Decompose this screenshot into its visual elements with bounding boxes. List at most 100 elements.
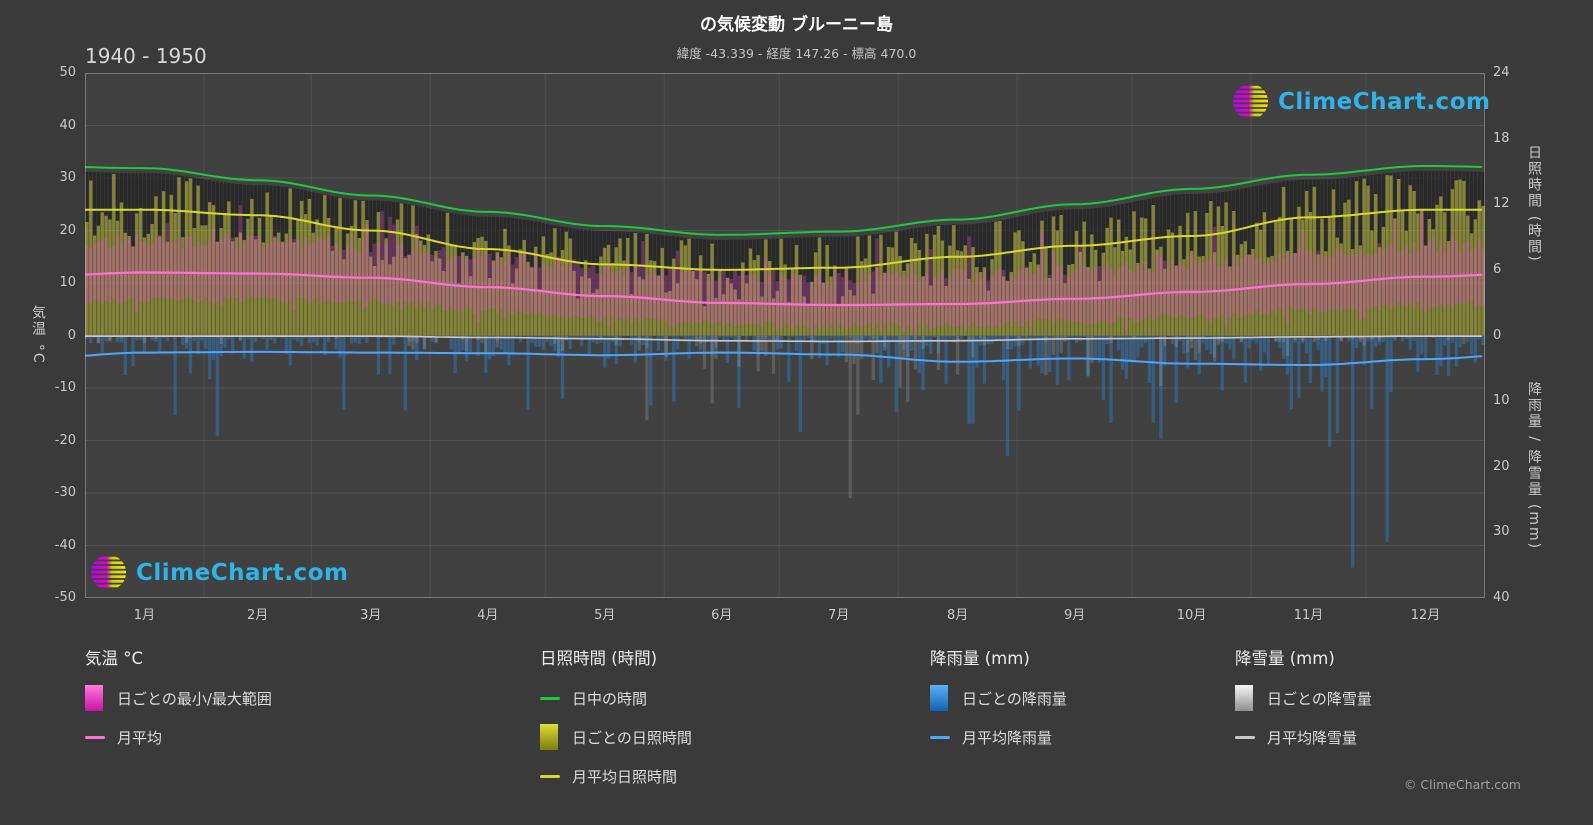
legend-item-rain-avg[interactable]: 月平均降雨量 [930, 724, 1067, 750]
monthly-temp-avg-line [85, 271, 1483, 307]
temp-axis-tick: -30 [54, 485, 76, 500]
legend-item-snow-daily[interactable]: 日ごとの降雪量 [1235, 685, 1372, 711]
month-label: 4月 [477, 608, 499, 623]
legend-item-label: 月平均 [117, 728, 163, 747]
precip-axis-label: 降雨量 / 降雪量 (mm) [1526, 381, 1542, 551]
sunshine-swatch-box [540, 724, 572, 750]
plot-border [85, 73, 1485, 598]
monthly-snow-avg-line [85, 335, 1482, 343]
legend-rain-column: 降雨量 (mm) 日ごとの降雨量 月平均降雨量 [930, 645, 1067, 750]
month-label: 10月 [1176, 608, 1207, 623]
month-label: 9月 [1063, 608, 1086, 623]
legend-snow-title: 降雪量 (mm) [1235, 649, 1335, 668]
rain-avg-line-swatch [930, 735, 950, 739]
climechart-logo-text: ClimeChart.com [136, 559, 349, 586]
sunshine-deficit-bars [85, 170, 1485, 307]
month-label: 7月 [828, 608, 850, 623]
monthly-rain-avg-line [85, 350, 1483, 366]
legend-item-sunshine-daily[interactable]: 日ごとの日照時間 [540, 724, 692, 750]
legend-item-temp-range[interactable]: 日ごとの最小/最大範囲 [85, 685, 272, 711]
month-label: 5月 [594, 608, 616, 623]
temp-axis-tick: 10 [59, 275, 76, 290]
precip-axis-tick: 30 [1493, 524, 1510, 540]
temp-axis-tick: -10 [54, 380, 76, 395]
temp-axis-tick: 50 [59, 65, 76, 80]
temp-axis-label: 気温 °C [30, 305, 46, 365]
sunshine-axis-label: 日照時間 (時間) [1526, 145, 1542, 263]
temp-avg-line-swatch [85, 735, 105, 739]
month-label: 2月 [246, 608, 269, 623]
legend-item-label: 日ごとの最小/最大範囲 [117, 689, 272, 708]
temp-axis-tick: 30 [59, 170, 76, 185]
temp-axis-tick: 0 [67, 327, 76, 343]
temp-range-swatch [85, 685, 103, 711]
page-title: の気候変動 ブルーニー島 [700, 15, 893, 35]
daylight-hours-line [85, 165, 1483, 236]
copyright-text: © ClimeChart.com [1403, 777, 1521, 792]
legend-snow-column: 降雪量 (mm) 日ごとの降雪量 月平均降雪量 [1235, 645, 1372, 750]
legend-item-label: 月平均降雨量 [962, 728, 1053, 747]
temp-avg-line-box [85, 735, 117, 739]
sunshine-axis-tick: 0 [1493, 327, 1502, 343]
snow-avg-line-swatch [1235, 735, 1255, 739]
monthly-sunshine-line [85, 208, 1483, 271]
legend-item-label: 月平均日照時間 [572, 767, 678, 786]
legend-item-label: 日ごとの降雨量 [962, 689, 1067, 708]
temp-axis-tick: 20 [59, 222, 76, 238]
climechart-logo-icon [90, 556, 127, 588]
legend-item-label: 月平均降雪量 [1267, 728, 1358, 747]
temp-axis-tick: 40 [59, 117, 76, 133]
month-label: 11月 [1293, 608, 1324, 623]
page-subtitle: 緯度 -43.339 - 経度 147.26 - 標高 470.0 [676, 46, 917, 61]
period-label: 1940 - 1950 [85, 44, 207, 68]
precip-axis-tick: 40 [1493, 590, 1510, 605]
snow-swatch [1235, 685, 1253, 711]
legend-sunshine-column: 日照時間 (時間) 日中の時間 日ごとの日照時間 月平均日照時間 [540, 645, 692, 789]
month-label: 12月 [1410, 608, 1441, 623]
sunshine-axis-tick: 24 [1493, 65, 1510, 80]
climechart-logo-icon [1232, 85, 1269, 117]
temp-axis-tick: -40 [54, 537, 76, 553]
sunshine-swatch [540, 724, 558, 750]
temp-axis-tick: -50 [54, 590, 76, 605]
legend-item-label: 日中の時間 [572, 689, 648, 708]
sunshine-axis-tick: 12 [1493, 196, 1510, 212]
snow-avg-line-box [1235, 735, 1267, 739]
rain-avg-line-box [930, 735, 962, 739]
month-label: 6月 [711, 608, 733, 623]
legend-item-daylight[interactable]: 日中の時間 [540, 685, 692, 711]
climate-plot [85, 73, 1485, 598]
rain-swatch [930, 685, 948, 711]
sunshine-avg-line-swatch [540, 774, 560, 778]
climechart-logo-bottom-left[interactable]: ClimeChart.com [90, 554, 348, 591]
temp-axis-tick: -20 [54, 432, 76, 448]
month-label: 1月 [133, 608, 156, 623]
climechart-logo-top-right[interactable]: ClimeChart.com [1232, 83, 1490, 120]
sunshine-axis-tick: 6 [1493, 261, 1502, 277]
legend-item-snow-avg[interactable]: 月平均降雪量 [1235, 724, 1372, 750]
legend-item-rain-daily[interactable]: 日ごとの降雨量 [930, 685, 1067, 711]
month-label: 8月 [946, 608, 969, 623]
legend-temperature-title: 気温 °C [85, 649, 144, 668]
precip-axis-tick: 10 [1493, 393, 1510, 409]
legend-rain-title: 降雨量 (mm) [930, 649, 1030, 668]
rain-swatch-box [930, 685, 962, 711]
legend-item-sunshine-avg[interactable]: 月平均日照時間 [540, 763, 692, 789]
sunshine-axis-tick: 18 [1493, 130, 1510, 146]
legend-item-label: 日ごとの降雪量 [1267, 689, 1372, 708]
temp-range-swatch-box [85, 685, 117, 711]
legend-temperature-column: 気温 °C 日ごとの最小/最大範囲 月平均 [85, 645, 272, 750]
daily-temp-range-bars [85, 205, 1485, 336]
legend-item-label: 日ごとの日照時間 [572, 728, 692, 747]
legend-item-temp-avg[interactable]: 月平均 [85, 724, 272, 750]
daylight-line-swatch [540, 696, 560, 700]
legend-sunshine-title: 日照時間 (時間) [540, 649, 658, 668]
snow-swatch-box [1235, 685, 1267, 711]
climechart-logo-text: ClimeChart.com [1278, 88, 1491, 115]
legend: 気温 °C 日ごとの最小/最大範囲 月平均 日照時間 (時間) 日中の時間 日ご… [0, 645, 1593, 805]
daylight-line-box [540, 696, 572, 700]
precip-axis-tick: 20 [1493, 458, 1510, 474]
sunshine-avg-line-box [540, 774, 572, 778]
month-label: 3月 [360, 608, 382, 623]
